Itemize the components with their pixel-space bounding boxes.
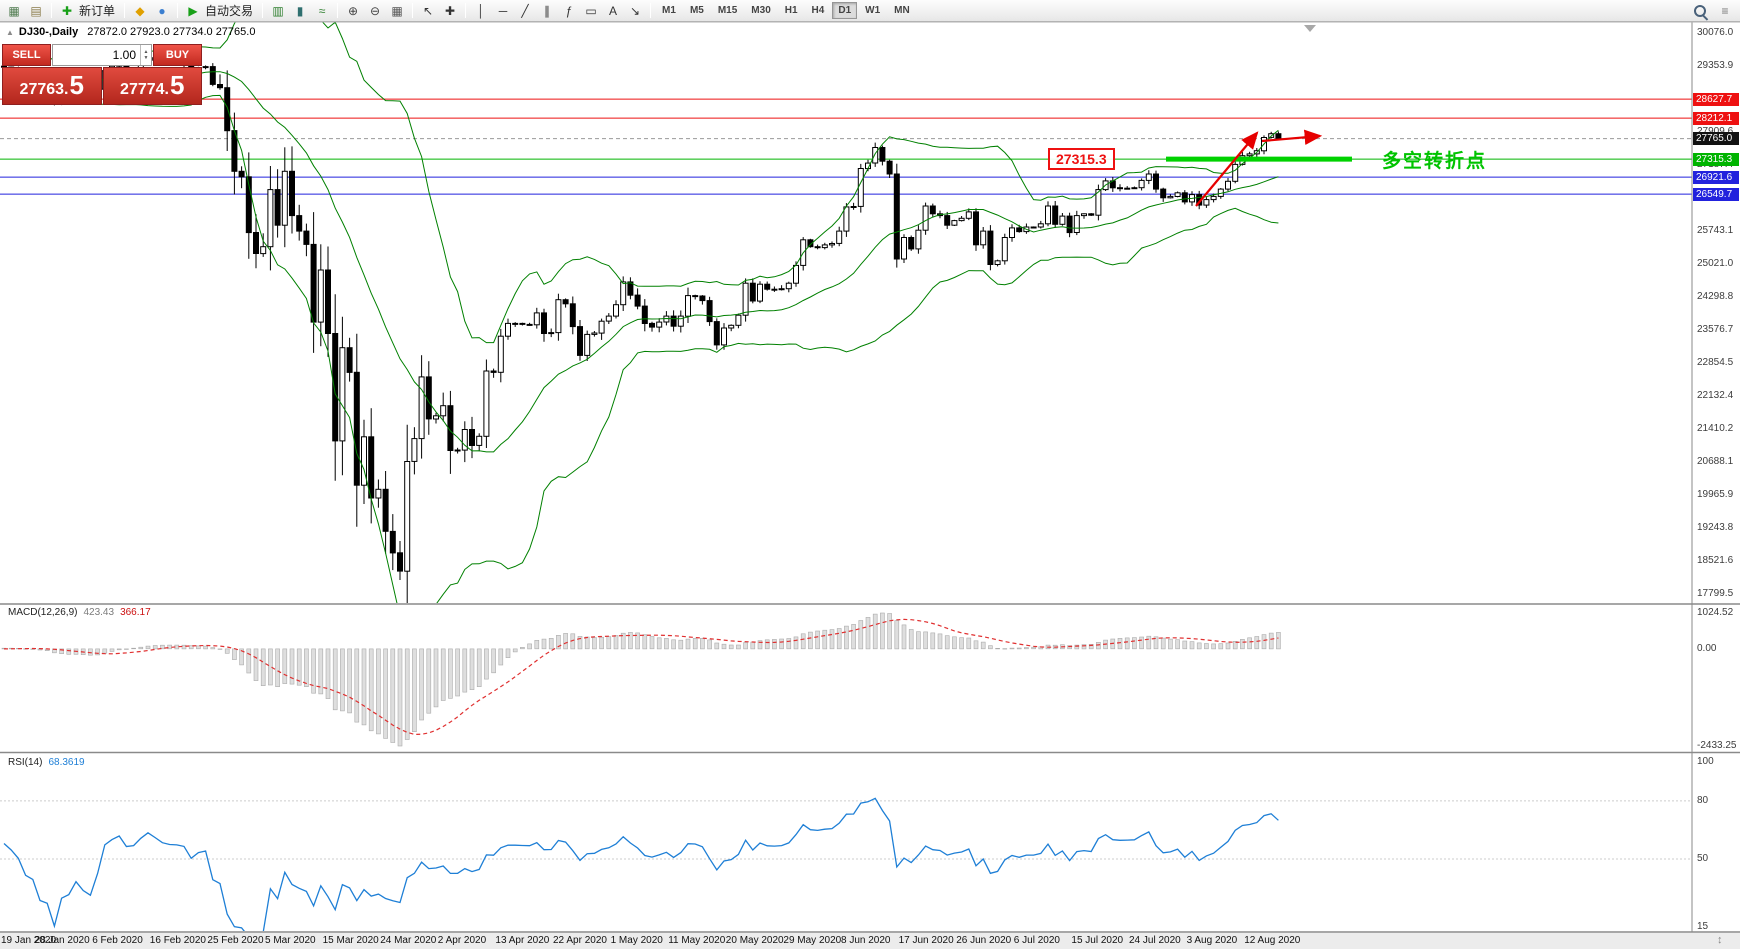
toolbar-separator xyxy=(412,3,414,18)
toolbar-handle-icon[interactable]: ≡ xyxy=(1721,4,1729,18)
profiles-icon[interactable]: ▤ xyxy=(30,3,42,18)
buy-price-main: 27774. xyxy=(120,81,169,98)
timeframe-h1[interactable]: H1 xyxy=(784,5,798,16)
timeframe-d1[interactable]: D1 xyxy=(832,2,858,19)
data-window-icon[interactable]: ● xyxy=(158,3,166,18)
toolbar-separator xyxy=(124,3,126,18)
text-icon[interactable]: A xyxy=(609,3,618,18)
toolbar-separator xyxy=(337,3,339,18)
vertical-line-icon[interactable]: │ xyxy=(477,3,485,18)
macd-main-value: 423.43 xyxy=(83,607,115,618)
chart-shift-marker[interactable] xyxy=(1304,25,1316,32)
volume-stepper[interactable]: 1.00 ▲ ▼ xyxy=(52,44,152,66)
zoom-out-icon[interactable]: ⊖ xyxy=(370,3,381,18)
line-chart-icon[interactable]: ≈ xyxy=(318,3,326,18)
toolbar-separator xyxy=(465,3,467,18)
bollinger-lower-band xyxy=(3,74,1279,603)
new-chart-icon[interactable]: ▦ xyxy=(8,3,20,18)
date-axis-background xyxy=(0,933,1740,949)
turning-point-text[interactable]: 多空转折点 xyxy=(1382,151,1488,172)
timeframe-m1[interactable]: M1 xyxy=(662,5,676,16)
search-icon[interactable] xyxy=(1691,2,1709,20)
trendline-icon[interactable]: ╱ xyxy=(521,3,529,18)
autotrading-label[interactable]: 自动交易 xyxy=(205,4,254,18)
tile-windows-icon[interactable]: ▦ xyxy=(391,3,403,18)
cursor-icon[interactable]: ↖ xyxy=(423,3,434,18)
timeframe-w1[interactable]: W1 xyxy=(865,5,881,16)
timeframe-m5[interactable]: M5 xyxy=(689,5,704,16)
zoom-in-icon[interactable]: ⊕ xyxy=(348,3,359,18)
toolbar-separator xyxy=(177,3,179,18)
trade-panel-top-row: SELL 1.00 ▲ ▼ BUY xyxy=(2,44,202,66)
sell-price-main: 27763. xyxy=(19,81,69,98)
macd-signal-line xyxy=(3,618,1279,736)
macd-indicator-label: MACD(12,26,9) 423.43 366.17 xyxy=(8,607,151,618)
timeframe-m30[interactable]: M30 xyxy=(751,5,771,16)
market-watch-icon[interactable]: ◆ xyxy=(135,3,145,18)
macd-signal-value: 366.17 xyxy=(120,607,151,618)
toolbar-left-group: ▦ ▤ ✚ 新订单 ◆ ● ▶ 自动交易 ▥ ▮ ≈ ⊕ ⊖ ▦ ↖ ✚ │ ─ ╱ ∥ ƒ ▭ A ↘ M1 M5 M15 M30 H… xyxy=(0,0,917,22)
shapes-icon[interactable]: ▭ xyxy=(585,3,597,18)
bar-chart-icon[interactable]: ▥ xyxy=(272,3,284,18)
rsi-line xyxy=(3,797,1279,931)
rsi-panel-layer[interactable] xyxy=(0,797,1692,939)
chart-ohlc-values: 27872.0 27923.0 27734.0 27765.0 xyxy=(87,26,256,38)
macd-panel-layer[interactable] xyxy=(1,612,1281,747)
bollinger-upper-band xyxy=(3,22,1279,344)
one-click-collapse-icon[interactable]: ▲ xyxy=(6,28,14,37)
chart-objects-layer[interactable] xyxy=(1166,129,1352,207)
macd-name: MACD(12,26,9) xyxy=(8,607,78,618)
sell-price-big-digit: 5 xyxy=(69,70,84,100)
autotrading-icon[interactable]: ▶ xyxy=(188,3,198,18)
one-click-trading-panel: SELL 1.00 ▲ ▼ BUY 27763. 5 27774. 5 xyxy=(2,44,202,105)
buy-price-big-digit: 5 xyxy=(169,70,185,100)
volume-spinner[interactable]: ▲ ▼ xyxy=(140,45,151,65)
rsi-indicator-label: RSI(14) 68.3619 xyxy=(8,757,85,768)
sell-price[interactable]: 27763. 5 xyxy=(2,67,102,105)
volume-up-icon[interactable]: ▲ xyxy=(143,49,149,55)
crosshair-icon[interactable]: ✚ xyxy=(445,3,456,18)
volume-down-icon[interactable]: ▼ xyxy=(143,55,149,61)
fibonacci-icon[interactable]: ƒ xyxy=(565,3,573,18)
chart-title: ▲ DJ30-,Daily 27872.0 27923.0 27734.0 2776… xyxy=(6,26,255,38)
timeframe-m15[interactable]: M15 xyxy=(717,5,738,16)
trade-panel-price-row: 27763. 5 27774. 5 xyxy=(2,67,202,105)
rsi-value: 68.3619 xyxy=(48,757,85,768)
rsi-name: RSI(14) xyxy=(8,757,43,768)
horizontal-line-icon[interactable]: ─ xyxy=(498,3,508,18)
toolbar-separator xyxy=(51,3,52,18)
timeline-corner-icon[interactable]: ↕ xyxy=(1717,934,1723,946)
bollinger-middle-band xyxy=(3,69,1279,453)
toolbar-right-group: ≡ xyxy=(1690,0,1736,22)
volume-value[interactable]: 1.00 xyxy=(112,48,136,62)
price-level-annotation[interactable]: 27315.3 xyxy=(1048,148,1115,170)
new-order-label[interactable]: 新订单 xyxy=(79,4,116,18)
chart-symbol-period: DJ30-,Daily xyxy=(18,26,79,38)
sell-button[interactable]: SELL xyxy=(2,44,51,66)
arrow-tool-icon[interactable]: ↘ xyxy=(630,3,641,18)
new-order-icon[interactable]: ✚ xyxy=(61,3,73,18)
candlestick-chart-icon[interactable]: ▮ xyxy=(296,3,304,18)
price-panel-layer[interactable] xyxy=(0,0,1692,626)
trend-right-arrow xyxy=(1261,129,1323,145)
buy-price[interactable]: 27774. 5 xyxy=(102,67,202,105)
timeframe-mn[interactable]: MN xyxy=(894,5,910,16)
trend-up-arrow xyxy=(1195,131,1259,207)
buy-button[interactable]: BUY xyxy=(153,44,202,66)
channel-icon[interactable]: ∥ xyxy=(544,3,551,18)
toolbar-separator xyxy=(650,3,652,18)
toolbar-separator xyxy=(262,3,264,18)
toolbar: ▦ ▤ ✚ 新订单 ◆ ● ▶ 自动交易 ▥ ▮ ≈ ⊕ ⊖ ▦ ↖ ✚ │ ─ ╱ ∥ ƒ ▭ A ↘ M1 M5 M15 M30 H… xyxy=(0,0,1740,22)
timeframe-h4[interactable]: H4 xyxy=(811,5,825,16)
